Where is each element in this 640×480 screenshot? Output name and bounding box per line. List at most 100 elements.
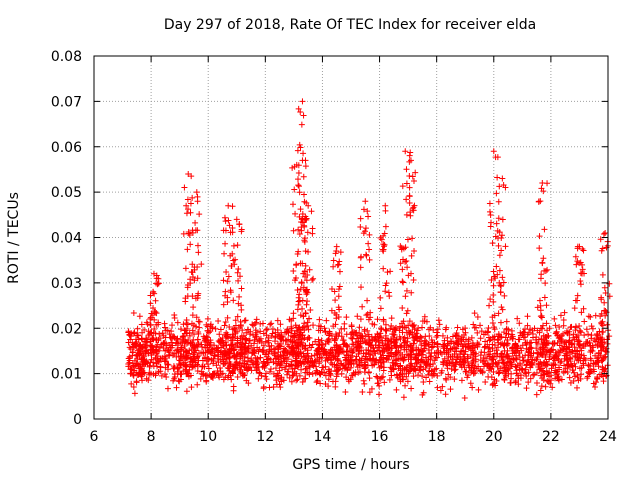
data-point [173,384,180,391]
data-point [292,322,299,329]
data-point [520,334,527,341]
data-point [316,316,323,323]
data-point [470,321,477,328]
data-point [299,379,306,386]
data-point [267,366,274,373]
data-point [296,291,303,298]
data-point [302,262,309,269]
data-point [494,174,501,181]
data-point [514,362,521,369]
data-point [303,288,310,295]
data-point [207,350,214,357]
data-point [372,333,379,340]
data-point [147,322,154,329]
data-point [399,376,406,383]
data-point [148,329,155,336]
data-point [592,384,599,391]
data-point [224,278,231,285]
data-point [238,306,245,313]
data-point [296,372,303,379]
data-point [517,329,524,336]
data-point [395,355,402,362]
data-point [405,352,412,359]
data-point [497,365,504,372]
data-point [305,202,312,209]
data-point [277,321,284,328]
data-point [538,383,545,390]
data-point [332,336,339,343]
data-point [537,313,544,320]
data-point [300,191,307,198]
data-point [290,267,297,274]
data-point [266,368,273,375]
data-point [551,353,558,360]
data-point [226,363,233,370]
data-point [444,357,451,364]
data-point [150,288,157,295]
data-point [194,263,201,270]
data-point [225,349,232,356]
data-point [139,369,146,376]
data-point [364,208,371,215]
data-point [304,347,311,354]
data-point [250,332,257,339]
data-point [293,370,300,377]
data-point [434,340,441,347]
data-point [406,199,413,206]
data-point [235,349,242,356]
data-point [131,390,138,397]
data-point [577,270,584,277]
data-point [590,380,597,387]
data-point [471,342,478,349]
data-point [504,347,511,354]
data-point [534,304,541,311]
data-point [204,349,211,356]
data-point [557,336,564,343]
data-point [436,321,443,328]
data-point [162,324,169,331]
data-point [363,312,370,319]
data-point [428,336,435,343]
data-point [406,331,413,338]
data-point [204,355,211,362]
data-point [336,329,343,336]
data-point [152,370,159,377]
data-point [281,345,288,352]
data-point [282,346,289,353]
data-point [380,317,387,324]
data-point [224,314,231,321]
data-point [377,294,384,301]
data-point [298,353,305,360]
data-point [288,317,295,324]
data-point [307,306,314,313]
data-point [298,329,305,336]
data-point [194,361,201,368]
data-point [460,361,467,368]
data-point [230,333,237,340]
data-point [186,231,193,238]
data-point [577,259,584,266]
data-point [191,349,198,356]
data-point [568,341,575,348]
data-point [542,383,549,390]
data-point [233,216,240,223]
data-point [492,154,499,161]
data-point [235,266,242,273]
data-point [368,385,375,392]
data-point [132,362,139,369]
data-point [317,327,324,334]
data-point [227,289,234,296]
data-point [601,367,608,374]
data-point [540,332,547,339]
data-point [284,326,291,333]
data-point [538,314,545,321]
data-point [599,343,606,350]
data-point [231,261,238,268]
data-point [356,330,363,337]
data-point [189,327,196,334]
data-point [472,353,479,360]
data-point [193,353,200,360]
data-point [222,360,229,367]
data-point [505,364,512,371]
data-point [136,350,143,357]
